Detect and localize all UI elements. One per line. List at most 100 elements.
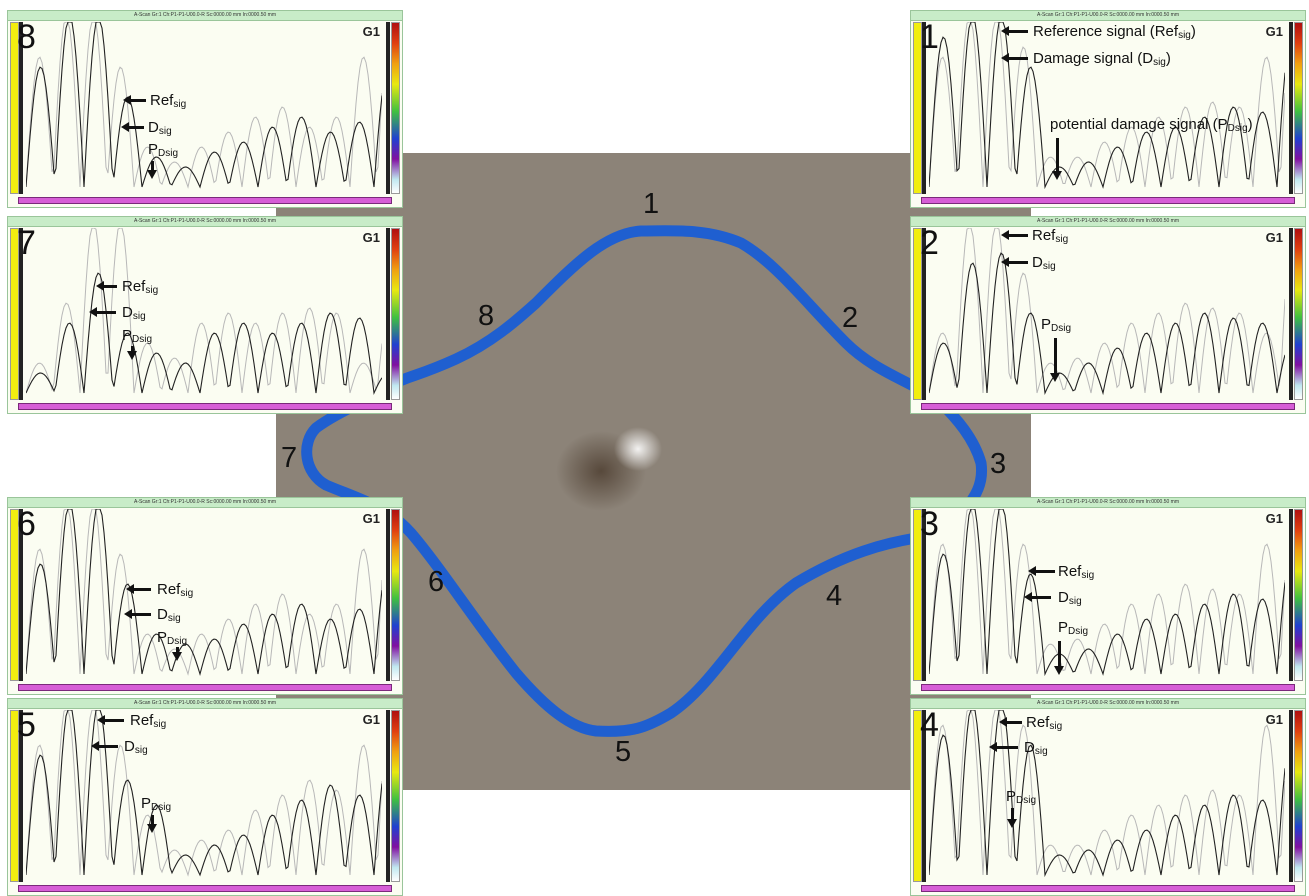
time-axis-bar — [921, 885, 1295, 892]
time-axis-bar — [921, 197, 1295, 204]
damage-trace — [929, 509, 1285, 677]
gain-tag: G1 — [1265, 712, 1283, 727]
damage-arrow — [1001, 257, 1028, 267]
potential-damage-label: potential damage signal (PDsig) — [1050, 116, 1253, 134]
ruler-strip — [1289, 710, 1293, 882]
reference-trace — [26, 228, 382, 394]
damage-label: Dsig — [122, 304, 146, 322]
reference-trace — [929, 228, 1285, 394]
damage-arrow — [121, 122, 144, 132]
ref-arrow — [1001, 26, 1028, 36]
potential-damage-label: PDsig — [1058, 619, 1089, 637]
point-label-1: 1 — [643, 188, 660, 220]
ref-label: Refsig — [150, 92, 187, 110]
damage-arrow — [89, 307, 116, 317]
amplitude-ruler — [10, 22, 19, 194]
scan-header: A-Scan Gr:1 Ch:P1-P1-U00.0-R Sc:0000.00 … — [8, 498, 402, 508]
color-scale-bar — [1294, 228, 1303, 400]
gain-tag: G1 — [362, 511, 380, 526]
color-scale-bar — [1294, 509, 1303, 681]
ruler-strip — [386, 509, 390, 681]
panel-number: 4 — [920, 706, 939, 744]
potential-damage-arrow — [147, 815, 157, 833]
damage-label: Dsig — [157, 606, 181, 624]
damage-label: Damage signal (Dsig) — [1033, 50, 1171, 68]
amplitude-ruler — [10, 710, 19, 882]
ref-arrow — [96, 281, 117, 291]
ref-arrow — [1001, 230, 1028, 240]
potential-damage-label: PDsig — [1041, 316, 1072, 334]
ascan-plot — [26, 710, 382, 877]
point-label-3: 3 — [990, 448, 1007, 480]
ref-label: Refsig — [1026, 714, 1063, 732]
reference-trace — [26, 710, 382, 877]
potential-damage-arrow — [172, 647, 182, 661]
ref-label: Refsig — [122, 278, 159, 296]
panel-number: 6 — [17, 505, 36, 543]
ruler-strip — [386, 228, 390, 400]
scan-header: A-Scan Gr:1 Ch:P1-P1-U00.0-R Sc:0000.00 … — [8, 699, 402, 709]
amplitude-ruler — [913, 22, 922, 194]
ascan-panel-7: A-Scan Gr:1 Ch:P1-P1-U00.0-R Sc:0000.00 … — [7, 216, 403, 414]
ascan-plot — [929, 228, 1285, 396]
potential-damage-label: PDsig — [157, 629, 188, 647]
color-scale-bar — [1294, 22, 1303, 194]
time-axis-bar — [18, 403, 392, 410]
damage-arrow — [91, 741, 118, 751]
ascan-panel-6: A-Scan Gr:1 Ch:P1-P1-U00.0-R Sc:0000.00 … — [7, 497, 403, 695]
ascan-plot — [26, 22, 382, 189]
point-label-2: 2 — [842, 302, 859, 334]
reference-trace — [929, 22, 1285, 188]
gain-tag: G1 — [362, 712, 380, 727]
potential-damage-arrow — [1052, 138, 1062, 180]
damage-label: Dsig — [1058, 589, 1082, 607]
time-axis-bar — [921, 684, 1295, 691]
point-label-4: 4 — [826, 580, 843, 612]
ascan-plot — [929, 710, 1285, 878]
ref-arrow — [126, 584, 151, 594]
amplitude-ruler — [913, 509, 922, 681]
color-scale-bar — [1294, 710, 1303, 882]
scan-header: A-Scan Gr:1 Ch:P1-P1-U00.0-R Sc:0000.00 … — [911, 11, 1305, 21]
color-scale-bar — [391, 509, 400, 681]
ruler-strip — [1289, 228, 1293, 400]
scan-header: A-Scan Gr:1 Ch:P1-P1-U00.0-R Sc:0000.00 … — [911, 699, 1305, 709]
ref-arrow — [1028, 566, 1055, 576]
potential-damage-arrow — [127, 346, 137, 360]
ascan-panel-2: A-Scan Gr:1 Ch:P1-P1-U00.0-R Sc:0000.00 … — [910, 216, 1306, 414]
ascan-panel-1: A-Scan Gr:1 Ch:P1-P1-U00.0-R Sc:0000.00 … — [910, 10, 1306, 208]
damage-trace — [929, 22, 1285, 190]
ref-arrow — [97, 715, 124, 725]
ruler-strip — [386, 22, 390, 194]
damage-arrow — [124, 609, 151, 619]
amplitude-ruler — [913, 228, 922, 400]
gain-tag: G1 — [362, 24, 380, 39]
potential-damage-arrow — [1007, 808, 1017, 828]
damage-arrow — [1024, 592, 1051, 602]
color-scale-bar — [391, 710, 400, 882]
gain-tag: G1 — [362, 230, 380, 245]
panel-number: 3 — [920, 505, 939, 543]
potential-damage-arrow — [1050, 338, 1060, 382]
ref-arrow — [123, 95, 146, 105]
damage-trace — [929, 710, 1285, 878]
ruler-strip — [922, 509, 926, 681]
ref-label: Refsig — [1032, 227, 1069, 245]
point-label-6: 6 — [428, 566, 445, 598]
potential-damage-label: PDsig — [122, 327, 153, 345]
ref-label: Refsig — [1058, 563, 1095, 581]
damage-trace — [26, 509, 382, 676]
gain-tag: G1 — [1265, 511, 1283, 526]
ruler-strip — [922, 710, 926, 882]
ascan-panel-8: A-Scan Gr:1 Ch:P1-P1-U00.0-R Sc:0000.00 … — [7, 10, 403, 208]
damage-arrow — [989, 742, 1018, 752]
potential-damage-label: PDsig — [1006, 788, 1037, 806]
scan-header: A-Scan Gr:1 Ch:P1-P1-U00.0-R Sc:0000.00 … — [8, 11, 402, 21]
amplitude-ruler — [913, 710, 922, 882]
damage-label: Dsig — [124, 738, 148, 756]
panel-number: 2 — [920, 224, 939, 262]
damage-label: Dsig — [148, 119, 172, 137]
ruler-strip — [922, 22, 926, 194]
ref-arrow — [999, 717, 1022, 727]
ref-label: Reference signal (Refsig) — [1033, 23, 1196, 41]
